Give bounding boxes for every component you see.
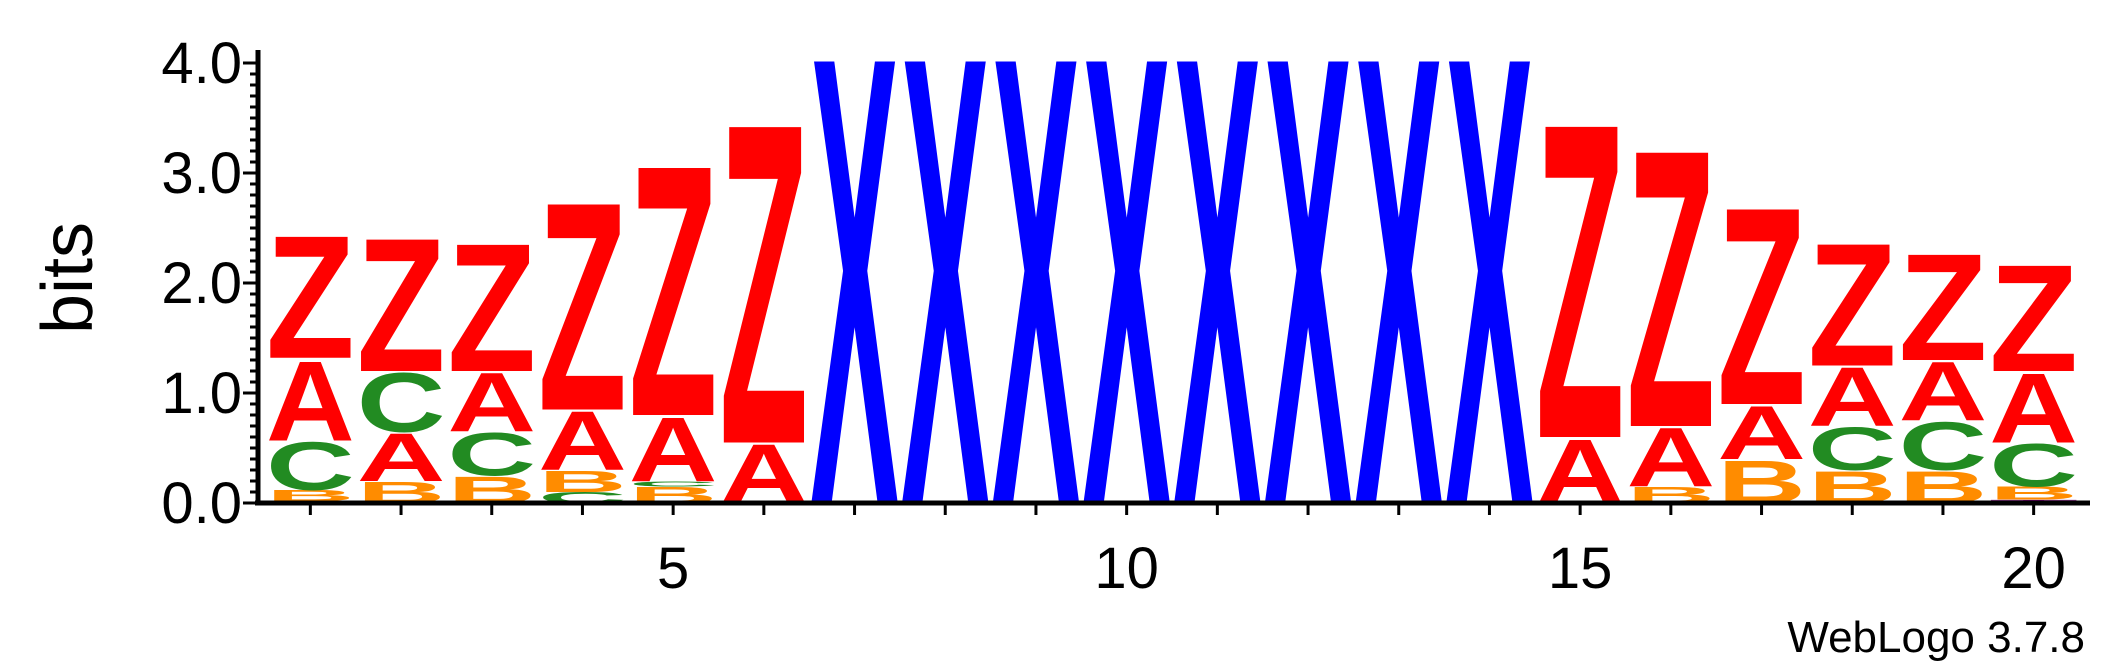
logo-letter-A: A xyxy=(266,337,355,465)
logo-letter-Z: Z xyxy=(1717,149,1806,465)
logo-letter-C: C xyxy=(447,420,536,489)
logo-letter-C: C xyxy=(1899,409,1988,486)
y-tick-label: 1.0 xyxy=(161,361,242,426)
logo-letter-A: A xyxy=(357,420,446,497)
logo-letter-A: A xyxy=(629,398,718,500)
logo-letter-Z: Z xyxy=(538,140,627,473)
logo-letter-A: A xyxy=(447,356,536,449)
logo-letter-A: A xyxy=(1627,411,1716,504)
y-axis-ticks: 0.0 1.0 2.0 3.0 4.0 xyxy=(161,31,258,536)
logo-letter-X: X xyxy=(1173,0,1262,640)
x-tick-label: 5 xyxy=(657,536,689,601)
logo-letter-Z: Z xyxy=(1627,67,1716,511)
x-tick-label: 20 xyxy=(2001,536,2066,601)
logo-letter-C: C xyxy=(1989,431,2078,500)
y-tick-label: 4.0 xyxy=(161,31,242,96)
logo-letter-C: C xyxy=(357,356,446,449)
logo-letter-A: A xyxy=(1899,345,1988,438)
logo-letter-C: C xyxy=(629,480,718,489)
logo-letter-Z: Z xyxy=(720,29,809,541)
logo-letter-Z: Z xyxy=(1808,207,1897,403)
logo-letter-Z: Z xyxy=(1899,222,1988,393)
logo-letter-B: B xyxy=(266,487,355,504)
logo-letter-B: B xyxy=(1989,483,2078,503)
logo-letter-B: B xyxy=(538,464,627,498)
x-tick-label: 15 xyxy=(1548,536,1613,601)
logo-letter-stacks: TBCAZBACZBCAZCBAZBCAZAZXXXXXXXXAZBAZBAZB… xyxy=(266,0,2078,640)
x-tick-label: 10 xyxy=(1094,536,1159,601)
logo-letter-Z: Z xyxy=(1536,29,1625,532)
logo-letter-Z: Z xyxy=(629,91,718,492)
y-tick-label: 0.0 xyxy=(161,471,242,536)
logo-letter-A: A xyxy=(1808,351,1897,444)
footer-version-text: WebLogo 3.7.8 xyxy=(1787,613,2085,662)
logo-letter-X: X xyxy=(992,0,1081,640)
logo-letter-X: X xyxy=(901,0,990,640)
logo-letter-Z: Z xyxy=(1989,233,2078,404)
logo-letter-X: X xyxy=(1264,0,1353,640)
x-axis-ticks: 5 10 15 20 xyxy=(308,503,2066,601)
logo-letter-X: X xyxy=(810,0,899,640)
logo-letter-A: A xyxy=(1989,353,2078,464)
logo-letter-C: C xyxy=(1808,415,1897,484)
y-tick-label: 2.0 xyxy=(161,251,242,316)
logo-letter-Z: Z xyxy=(357,198,446,412)
logo-letter-X: X xyxy=(1354,0,1443,640)
logo-letter-X: X xyxy=(1082,0,1171,640)
logo-letter-Z: Z xyxy=(447,206,536,411)
logo-letter-X: X xyxy=(1445,0,1534,640)
logo-letter-A: A xyxy=(1717,390,1806,476)
y-axis-label: bits xyxy=(28,222,108,334)
logo-letter-A: A xyxy=(538,395,627,488)
logo-letter-Z: Z xyxy=(266,200,355,396)
logo-letter-C: C xyxy=(266,428,355,505)
y-tick-label: 3.0 xyxy=(161,141,242,206)
